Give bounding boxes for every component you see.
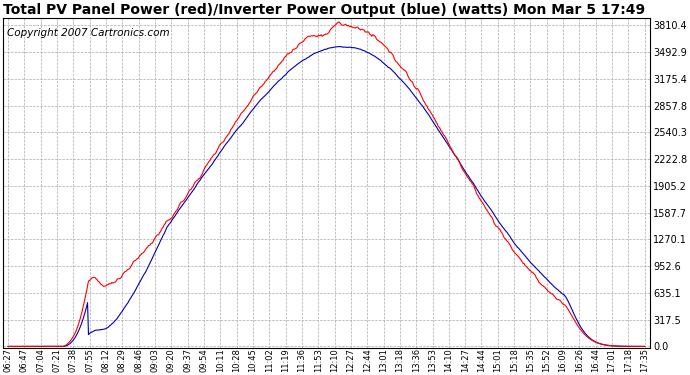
Text: Total PV Panel Power (red)/Inverter Power Output (blue) (watts) Mon Mar 5 17:49: Total PV Panel Power (red)/Inverter Powe… bbox=[3, 3, 646, 17]
Text: Copyright 2007 Cartronics.com: Copyright 2007 Cartronics.com bbox=[7, 28, 169, 38]
